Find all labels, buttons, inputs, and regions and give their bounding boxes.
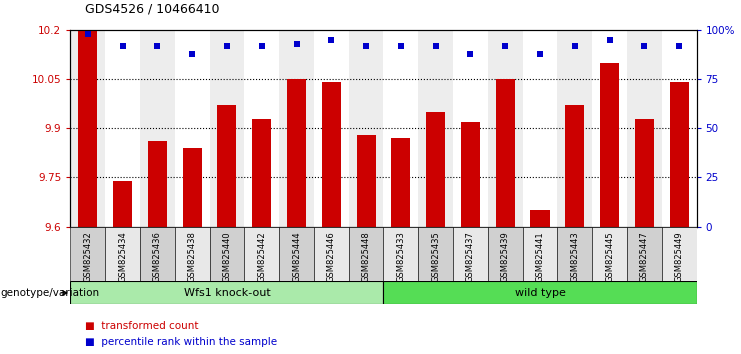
Bar <box>635 119 654 227</box>
Bar <box>384 281 697 304</box>
Bar <box>140 227 175 281</box>
Bar <box>182 148 202 227</box>
Bar <box>349 227 384 281</box>
Text: GSM825444: GSM825444 <box>292 231 301 281</box>
Bar <box>140 30 175 227</box>
Bar <box>210 30 245 227</box>
Text: GSM825442: GSM825442 <box>257 231 266 281</box>
Point <box>360 43 372 48</box>
Point <box>82 31 93 37</box>
Bar <box>349 30 384 227</box>
Bar <box>210 227 245 281</box>
Point <box>186 51 198 57</box>
Bar <box>670 82 688 227</box>
Bar <box>531 210 550 227</box>
Bar <box>314 227 349 281</box>
Text: GSM825446: GSM825446 <box>327 231 336 282</box>
Bar <box>252 119 271 227</box>
Bar <box>600 63 619 227</box>
Bar <box>113 181 132 227</box>
Text: GSM825449: GSM825449 <box>674 231 684 281</box>
Bar <box>592 227 627 281</box>
Text: GSM825434: GSM825434 <box>118 231 127 282</box>
Text: GDS4526 / 10466410: GDS4526 / 10466410 <box>85 3 220 16</box>
Bar <box>287 79 306 227</box>
Bar <box>147 141 167 227</box>
Text: GSM825441: GSM825441 <box>536 231 545 281</box>
Point <box>569 43 581 48</box>
Text: GSM825439: GSM825439 <box>501 231 510 282</box>
Bar <box>522 227 557 281</box>
Bar <box>565 105 585 227</box>
Bar <box>627 30 662 227</box>
Text: GSM825443: GSM825443 <box>571 231 579 282</box>
Bar <box>488 30 522 227</box>
Text: GSM825448: GSM825448 <box>362 231 370 282</box>
Text: GSM825432: GSM825432 <box>83 231 93 282</box>
Bar <box>217 105 236 227</box>
Bar <box>662 227 697 281</box>
Point <box>465 51 476 57</box>
Bar <box>175 227 210 281</box>
Point <box>499 43 511 48</box>
Bar <box>105 227 140 281</box>
Bar <box>557 30 592 227</box>
Text: ■  percentile rank within the sample: ■ percentile rank within the sample <box>85 337 277 347</box>
Point <box>256 43 268 48</box>
Bar <box>453 227 488 281</box>
Text: GSM825436: GSM825436 <box>153 231 162 282</box>
Bar <box>488 227 522 281</box>
Point <box>534 51 546 57</box>
Bar <box>426 112 445 227</box>
Bar <box>496 79 515 227</box>
Text: GSM825447: GSM825447 <box>640 231 649 282</box>
Bar <box>627 227 662 281</box>
Point <box>674 43 685 48</box>
Text: GSM825437: GSM825437 <box>466 231 475 282</box>
Bar <box>384 227 418 281</box>
Point <box>290 41 302 47</box>
Bar <box>356 135 376 227</box>
Text: GSM825440: GSM825440 <box>222 231 231 281</box>
Text: wild type: wild type <box>514 288 565 298</box>
Text: ■  transformed count: ■ transformed count <box>85 321 199 331</box>
Bar <box>418 227 453 281</box>
Text: Wfs1 knock-out: Wfs1 knock-out <box>184 288 270 298</box>
Bar <box>322 82 341 227</box>
Bar <box>391 138 411 227</box>
Bar <box>279 227 314 281</box>
Point <box>325 37 337 43</box>
Point <box>604 37 616 43</box>
Bar <box>557 227 592 281</box>
Text: GSM825445: GSM825445 <box>605 231 614 281</box>
Text: genotype/variation: genotype/variation <box>1 288 100 298</box>
Point <box>151 43 163 48</box>
Bar <box>79 30 97 227</box>
Point <box>221 43 233 48</box>
Text: GSM825438: GSM825438 <box>187 231 196 282</box>
Point <box>395 43 407 48</box>
Bar <box>70 30 105 227</box>
Bar <box>245 227 279 281</box>
Bar <box>279 30 314 227</box>
Point <box>116 43 128 48</box>
Text: GSM825433: GSM825433 <box>396 231 405 282</box>
Point <box>639 43 651 48</box>
Text: GSM825435: GSM825435 <box>431 231 440 282</box>
Bar <box>70 227 105 281</box>
Bar <box>418 30 453 227</box>
Bar <box>70 281 384 304</box>
Point <box>430 43 442 48</box>
Bar <box>461 122 480 227</box>
